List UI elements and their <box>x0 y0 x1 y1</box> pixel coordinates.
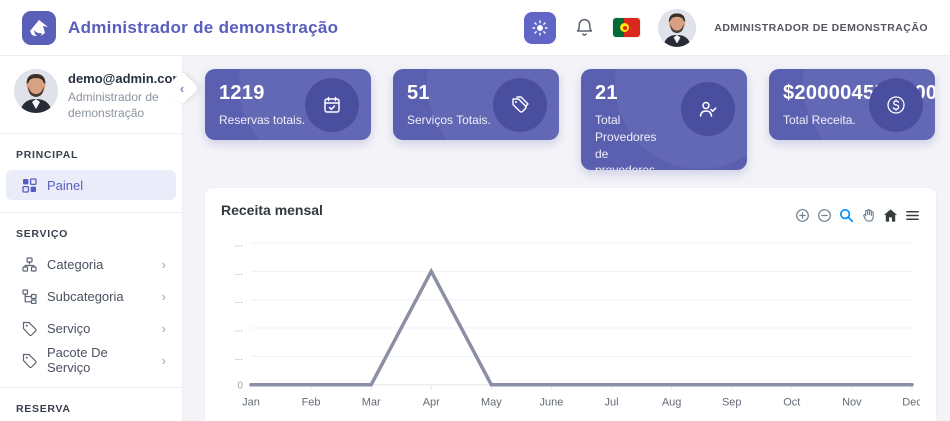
zoom-in-icon[interactable] <box>795 208 810 223</box>
bell-icon <box>574 17 595 38</box>
x-tick-label: May <box>481 397 502 409</box>
sidebar-item-label: Serviço <box>47 320 91 336</box>
sidebar-item-label: Pacote De Serviço <box>47 345 108 376</box>
x-tick-label: Nov <box>842 397 862 409</box>
app-header: Administrador de demonstração <box>0 0 950 56</box>
flag-emblem <box>620 23 630 32</box>
section-label-reserva: RESERVA <box>16 403 71 416</box>
x-tick-label: Oct <box>783 397 800 409</box>
revenue-line-series <box>249 267 914 387</box>
chevron-right-icon: › <box>161 256 166 272</box>
y-tick-label: ... <box>235 238 243 249</box>
chevron-right-icon: › <box>161 320 166 336</box>
stat-cards-row: 1219 Reservas totais. 51 Serviços Totais… <box>205 69 936 170</box>
chevron-right-icon: › <box>161 352 166 368</box>
sidebar-collapse-button[interactable]: ‹ <box>165 71 199 105</box>
stat-label: Serviços Totais. <box>407 113 491 127</box>
tag-icon <box>22 321 37 336</box>
stat-value: 51 <box>407 82 430 104</box>
sidebar-divider <box>0 133 182 135</box>
flag-red-band <box>623 18 641 37</box>
x-tick-label: Jan <box>242 397 260 409</box>
sidebar-item-painel[interactable]: Painel <box>6 170 176 201</box>
y-tick-label: ... <box>235 324 243 335</box>
revenue-line-chart: 0............... Jan Feb Mar Apr May June Jul Au… <box>235 238 920 409</box>
x-tick-label: Jul <box>605 397 619 409</box>
page-title: Administrador de demonstração <box>68 17 339 37</box>
x-tick-label: Mar <box>362 397 381 409</box>
y-tick-label: ... <box>235 352 243 363</box>
sidebar: demo@admin.com Administrador de demonstr… <box>0 56 184 421</box>
stat-label: Total Receita. <box>783 113 856 127</box>
section-label-principal: PRINCIPAL <box>16 149 79 162</box>
sidebar-user-block: demo@admin.com Administrador de demonstr… <box>0 56 184 133</box>
sitemap-icon <box>22 257 37 272</box>
chevron-left-icon: ‹ <box>179 80 185 96</box>
dashboard-grid-icon <box>22 178 37 193</box>
stat-card-provedores: 21 Total Provedores de provedores. <box>581 69 747 170</box>
chart-title: Receita mensal <box>221 202 323 218</box>
menu-icon[interactable] <box>905 208 920 223</box>
header-user-name[interactable]: ADMINISTRADOR DE DEMONSTRAÇÃO <box>714 21 928 34</box>
app-logo-icon <box>22 10 56 45</box>
pan-hand-icon[interactable] <box>861 208 876 223</box>
stat-card-servicos: 51 Serviços Totais. <box>393 69 559 140</box>
stat-label: Reservas totais. <box>219 113 306 127</box>
main-content: 1219 Reservas totais. 51 Serviços Totais… <box>183 56 950 421</box>
sidebar-item-label: Categoria <box>47 256 104 272</box>
stat-value: 21 <box>595 82 618 104</box>
sidebar-item-label: Painel <box>47 177 84 193</box>
tree-icon <box>22 289 37 304</box>
sidebar-divider <box>0 387 182 389</box>
notifications-button[interactable] <box>574 17 595 38</box>
y-tick-label: ... <box>235 267 243 278</box>
sidebar-item-pacote-de-servico[interactable]: Pacote De Serviço › <box>6 345 176 375</box>
y-tick-label: 0 <box>237 380 243 391</box>
portugal-flag-language-button[interactable] <box>613 18 641 37</box>
dollar-circle-icon <box>869 77 923 132</box>
sidebar-divider <box>0 212 182 214</box>
tags-icon <box>493 77 547 132</box>
sidebar-user-avatar <box>14 69 58 113</box>
calendar-check-icon <box>305 77 359 132</box>
stat-label: Total Provedores de provedores. <box>595 113 658 170</box>
user-role: Administrador de demonstração <box>68 90 159 121</box>
stat-card-receita: $2000045550.00 Total Receita. <box>769 69 935 140</box>
user-check-icon <box>681 82 735 136</box>
chevron-right-icon: › <box>161 288 166 304</box>
tag-icon <box>22 353 37 368</box>
sun-icon <box>532 19 548 36</box>
x-tick-label: Sep <box>722 397 742 409</box>
reset-home-icon[interactable] <box>883 208 898 223</box>
sidebar-item-label: Subcategoria <box>47 288 124 304</box>
section-label-servico: SERVIÇO <box>16 228 68 241</box>
user-email: demo@admin.com <box>68 71 184 86</box>
revenue-chart-card: Receita mensal <box>205 188 936 421</box>
x-tick-label: Feb <box>302 397 321 409</box>
x-tick-label: Aug <box>662 397 682 409</box>
zoom-out-icon[interactable] <box>817 208 832 223</box>
x-tick-label: Apr <box>423 397 440 409</box>
sidebar-item-subcategoria[interactable]: Subcategoria › <box>6 281 176 311</box>
x-tick-label: June <box>540 397 564 409</box>
x-tick-label: Dec <box>902 397 920 409</box>
stat-value: 1219 <box>219 82 265 104</box>
theme-toggle-button[interactable] <box>524 11 557 44</box>
chart-toolbar <box>795 200 920 223</box>
flag-green-band <box>613 18 624 37</box>
y-tick-label: ... <box>235 295 243 306</box>
selection-zoom-icon[interactable] <box>839 208 854 223</box>
sidebar-item-servico[interactable]: Serviço › <box>6 313 176 343</box>
stat-card-reservas: 1219 Reservas totais. <box>205 69 371 140</box>
sidebar-item-categoria[interactable]: Categoria › <box>6 249 176 279</box>
header-user-avatar[interactable] <box>658 8 697 47</box>
